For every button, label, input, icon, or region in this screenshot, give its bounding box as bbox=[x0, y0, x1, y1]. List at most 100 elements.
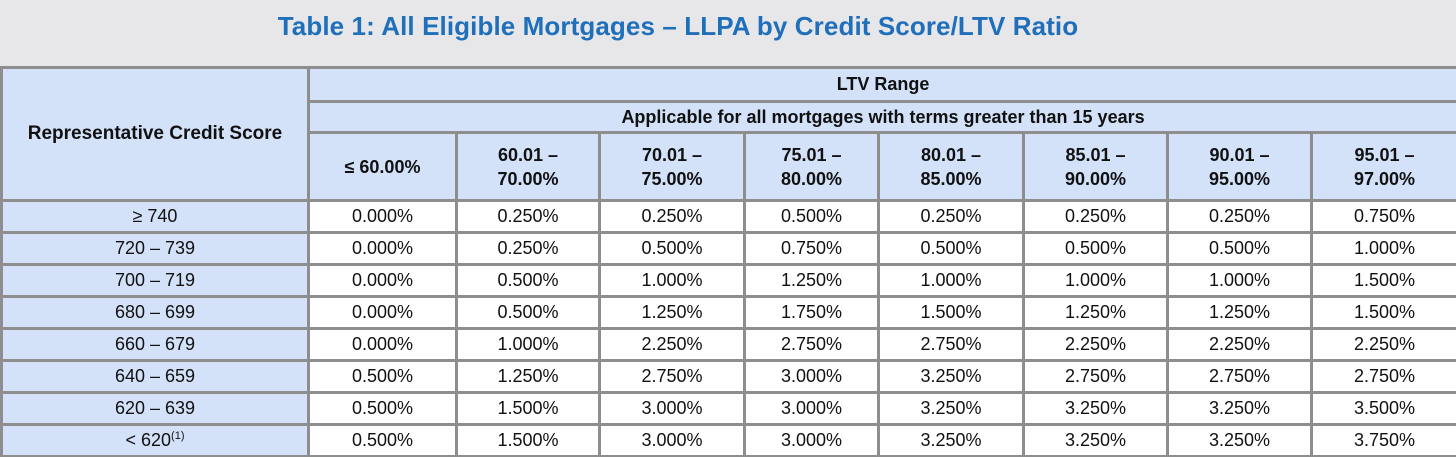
llpa-value-cell: 2.750% bbox=[1166, 359, 1313, 394]
llpa-value-cell: 0.500% bbox=[307, 359, 458, 394]
table-row: 640 – 659 0.500% 1.250% 2.750% 3.000% 3.250% 2… bbox=[0, 359, 1456, 394]
ltv-column-header-line1: 70.01 – bbox=[641, 144, 703, 165]
ltv-column-header: 70.01 – 75.00% bbox=[598, 131, 746, 202]
llpa-value-cell: 1.250% bbox=[1166, 295, 1313, 330]
ltv-column-header-line2: 97.00% bbox=[1353, 168, 1416, 189]
ltv-column-header: 95.01 – 97.00% bbox=[1309, 131, 1456, 202]
credit-score-label: 620 – 639 bbox=[114, 398, 196, 418]
credit-score-label: 640 – 659 bbox=[114, 366, 196, 386]
llpa-value-cell: 0.000% bbox=[307, 327, 458, 362]
credit-score-range: 680 – 699 bbox=[0, 295, 310, 330]
llpa-value-cell: 0.500% bbox=[1022, 231, 1169, 266]
llpa-value-cell: 3.250% bbox=[877, 359, 1025, 394]
ltv-column-header: 90.01 – 95.00% bbox=[1166, 131, 1313, 202]
credit-score-range: 660 – 679 bbox=[0, 327, 310, 362]
credit-score-range: 700 – 719 bbox=[0, 263, 310, 298]
ltv-column-header-line2: 85.00% bbox=[920, 168, 982, 189]
llpa-value-cell: 0.250% bbox=[1166, 199, 1313, 234]
table-row: 620 – 639 0.500% 1.500% 3.000% 3.000% 3.250% 3… bbox=[0, 391, 1456, 426]
ltv-column-header-line2: 70.00% bbox=[497, 168, 559, 189]
ltv-column-header-line2: 75.00% bbox=[641, 168, 703, 189]
credit-score-range: ≥ 740 bbox=[0, 199, 310, 234]
table-row: 680 – 699 0.000% 0.500% 1.250% 1.750% 1.500% 1… bbox=[0, 295, 1456, 330]
llpa-value-cell: 2.250% bbox=[1309, 327, 1456, 362]
llpa-value-cell: 2.750% bbox=[598, 359, 746, 394]
applicability-header: Applicable for all mortgages with terms … bbox=[306, 100, 1456, 134]
llpa-value-cell: 0.250% bbox=[598, 199, 746, 234]
llpa-value-cell: 0.500% bbox=[455, 295, 601, 330]
llpa-value-cell: 0.750% bbox=[743, 231, 880, 266]
llpa-value-cell: 1.500% bbox=[455, 423, 601, 457]
ltv-column-header-line1: 90.01 – bbox=[1209, 144, 1270, 165]
ltv-column-header-line1: 75.01 – bbox=[781, 144, 842, 165]
llpa-value-cell: 1.000% bbox=[1309, 231, 1456, 266]
ltv-column-header: ≤ 60.00% bbox=[307, 131, 458, 202]
llpa-value-cell: 3.250% bbox=[1022, 423, 1169, 457]
credit-score-range: < 620(1) bbox=[0, 423, 310, 457]
llpa-value-cell: 2.750% bbox=[1022, 359, 1169, 394]
ltv-column-header-line1: 80.01 – bbox=[920, 144, 982, 165]
credit-score-label: ≥ 740 bbox=[132, 206, 178, 226]
table-row: 660 – 679 0.000% 1.000% 2.250% 2.750% 2.750% 2… bbox=[0, 327, 1456, 362]
title-bar: Table 1: All Eligible Mortgages – LLPA b… bbox=[0, 0, 1456, 66]
llpa-value-cell: 3.000% bbox=[743, 391, 880, 426]
ltv-column-header-line1: 60.01 – bbox=[497, 144, 559, 165]
ltv-column-header-line2: 95.00% bbox=[1208, 168, 1271, 189]
llpa-value-cell: 1.500% bbox=[1309, 295, 1456, 330]
llpa-value-cell: 3.250% bbox=[877, 423, 1025, 457]
llpa-value-cell: 2.750% bbox=[877, 327, 1025, 362]
llpa-value-cell: 3.750% bbox=[1309, 423, 1456, 457]
llpa-value-cell: 0.000% bbox=[307, 199, 458, 234]
llpa-value-cell: 2.250% bbox=[1166, 327, 1313, 362]
credit-score-range: 720 – 739 bbox=[0, 231, 310, 266]
ltv-column-header-line1: ≤ 60.00% bbox=[344, 156, 421, 177]
llpa-value-cell: 1.250% bbox=[455, 359, 601, 394]
llpa-value-cell: 0.500% bbox=[307, 423, 458, 457]
table-row: 700 – 719 0.000% 0.500% 1.000% 1.250% 1.000% 1… bbox=[0, 263, 1456, 298]
llpa-value-cell: 0.250% bbox=[455, 199, 601, 234]
llpa-value-cell: 1.250% bbox=[1022, 295, 1169, 330]
llpa-value-cell: 1.250% bbox=[743, 263, 880, 298]
llpa-value-cell: 0.750% bbox=[1309, 199, 1456, 234]
credit-score-header: Representative Credit Score bbox=[0, 66, 310, 202]
llpa-value-cell: 0.500% bbox=[877, 231, 1025, 266]
llpa-value-cell: 0.500% bbox=[1166, 231, 1313, 266]
llpa-value-cell: 1.000% bbox=[598, 263, 746, 298]
ltv-column-header-line2: 90.00% bbox=[1064, 168, 1127, 189]
credit-score-range: 620 – 639 bbox=[0, 391, 310, 426]
llpa-value-cell: 3.250% bbox=[1166, 391, 1313, 426]
llpa-value-cell: 1.500% bbox=[1309, 263, 1456, 298]
llpa-value-cell: 1.000% bbox=[1022, 263, 1169, 298]
llpa-value-cell: 2.750% bbox=[1309, 359, 1456, 394]
llpa-value-cell: 3.250% bbox=[1022, 391, 1169, 426]
credit-score-range: 640 – 659 bbox=[0, 359, 310, 394]
llpa-value-cell: 0.500% bbox=[455, 263, 601, 298]
table-row: 720 – 739 0.000% 0.250% 0.500% 0.750% 0.500% 0… bbox=[0, 231, 1456, 266]
table-row: < 620(1) 0.500% 1.500% 3.000% 3.000% 3.250% 3.… bbox=[0, 423, 1456, 457]
llpa-value-cell: 2.250% bbox=[598, 327, 746, 362]
credit-score-label: 720 – 739 bbox=[114, 238, 196, 258]
llpa-value-cell: 3.250% bbox=[877, 391, 1025, 426]
credit-score-label: 680 – 699 bbox=[114, 302, 196, 322]
llpa-value-cell: 1.000% bbox=[455, 327, 601, 362]
ltv-column-header-line2: 80.00% bbox=[780, 168, 843, 189]
llpa-value-cell: 3.000% bbox=[743, 423, 880, 457]
llpa-value-cell: 1.000% bbox=[877, 263, 1025, 298]
llpa-value-cell: 1.250% bbox=[598, 295, 746, 330]
llpa-value-cell: 3.500% bbox=[1309, 391, 1456, 426]
llpa-value-cell: 0.000% bbox=[307, 263, 458, 298]
llpa-value-cell: 0.250% bbox=[877, 199, 1025, 234]
llpa-value-cell: 1.500% bbox=[455, 391, 601, 426]
credit-score-label: 700 – 719 bbox=[114, 270, 196, 290]
ltv-column-header: 75.01 – 80.00% bbox=[743, 131, 880, 202]
credit-score-label: 660 – 679 bbox=[114, 334, 196, 354]
llpa-value-cell: 1.500% bbox=[877, 295, 1025, 330]
ltv-column-header: 60.01 – 70.00% bbox=[455, 131, 601, 202]
llpa-value-cell: 3.000% bbox=[743, 359, 880, 394]
llpa-table: Representative Credit Score LTV Range Ap… bbox=[0, 66, 1456, 457]
table-title: Table 1: All Eligible Mortgages – LLPA b… bbox=[277, 10, 1079, 41]
llpa-value-cell: 0.250% bbox=[455, 231, 601, 266]
credit-score-label: < 620 bbox=[125, 430, 172, 450]
llpa-value-cell: 1.750% bbox=[743, 295, 880, 330]
footnote-marker: (1) bbox=[171, 430, 185, 442]
